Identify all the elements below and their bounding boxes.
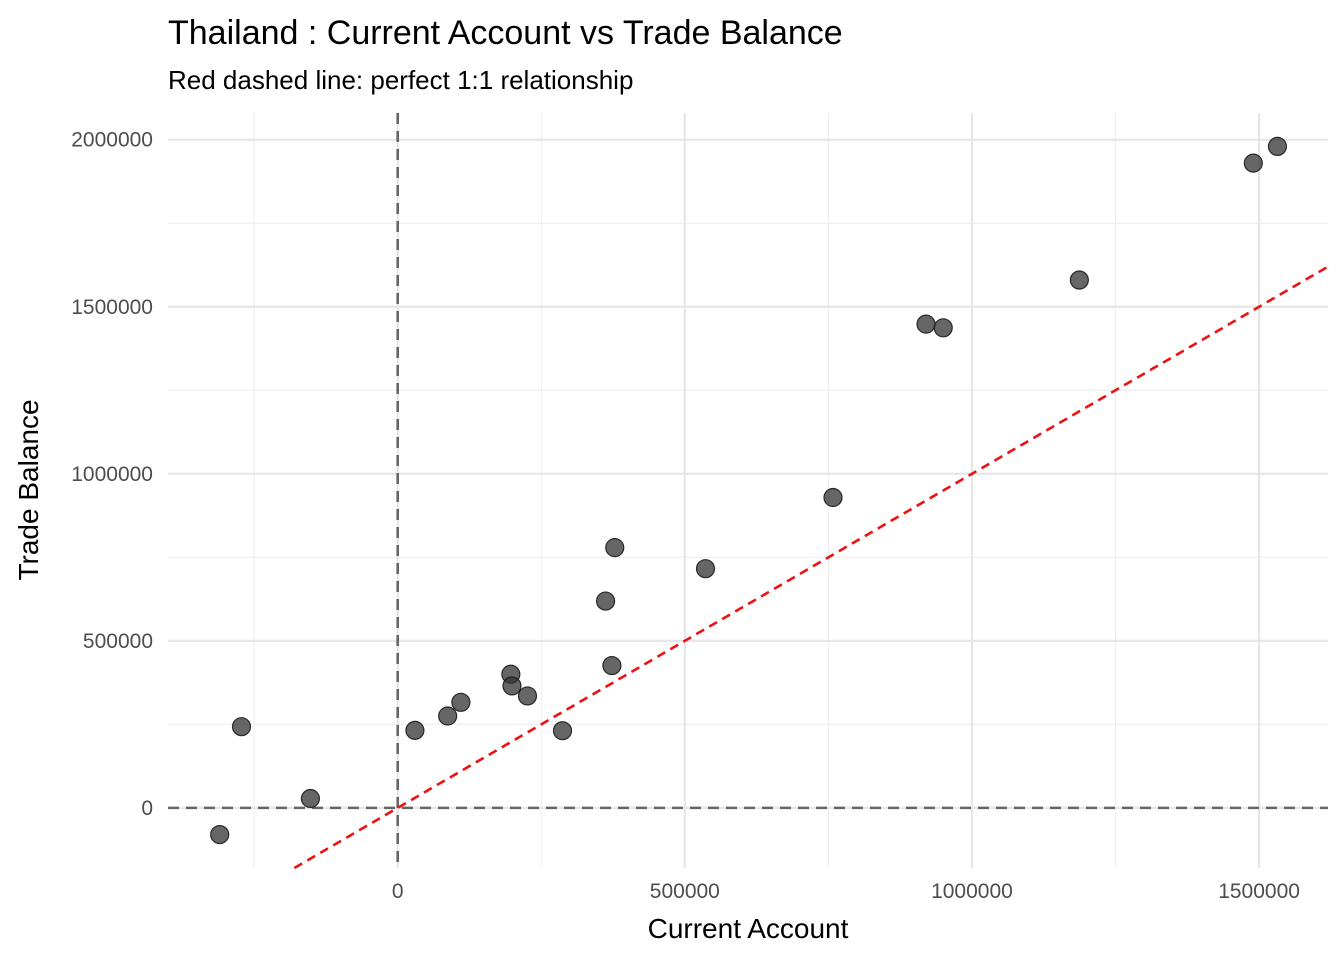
y-axis-title: Trade Balance	[13, 399, 44, 580]
data-point	[451, 692, 471, 712]
data-point	[517, 686, 538, 706]
chart-subtitle: Red dashed line: perfect 1:1 relationshi…	[168, 65, 633, 95]
identity-line-group	[293, 265, 1329, 870]
x-axis-ticks: 0 500000 1000000 1500000	[392, 880, 1300, 903]
data-point	[210, 824, 230, 845]
reference-lines	[168, 113, 1328, 868]
y-axis-ticks: 0 500000 1000000 1500000 2000000	[71, 129, 153, 820]
data-point	[933, 318, 953, 338]
y-tick-label: 2000000	[71, 129, 153, 152]
data-point	[1069, 270, 1089, 290]
data-point	[438, 706, 458, 726]
x-axis-title: Current Account	[648, 913, 849, 944]
data-point	[695, 559, 716, 579]
data-point	[300, 788, 321, 809]
x-tick-label: 0	[392, 880, 404, 903]
data-points	[210, 136, 1288, 845]
data-point	[602, 655, 622, 676]
x-tick-label: 1500000	[1218, 880, 1300, 903]
data-point	[1267, 136, 1288, 157]
data-point	[231, 717, 252, 737]
y-tick-label: 500000	[83, 630, 153, 653]
grid	[168, 113, 1328, 868]
y-tick-label: 1000000	[71, 463, 153, 486]
identity-line	[293, 265, 1329, 870]
data-point	[916, 314, 936, 334]
data-point	[823, 487, 843, 508]
y-tick-label: 1500000	[71, 296, 153, 319]
y-tick-label: 0	[141, 797, 153, 820]
chart-title: Thailand : Current Account vs Trade Bala…	[168, 14, 843, 52]
x-tick-label: 1000000	[931, 880, 1013, 903]
data-point	[595, 591, 616, 611]
data-point	[502, 676, 522, 696]
data-point	[1243, 153, 1263, 173]
data-point	[405, 720, 425, 740]
data-point	[605, 538, 625, 558]
x-tick-label: 500000	[650, 880, 720, 903]
data-point	[552, 721, 573, 741]
